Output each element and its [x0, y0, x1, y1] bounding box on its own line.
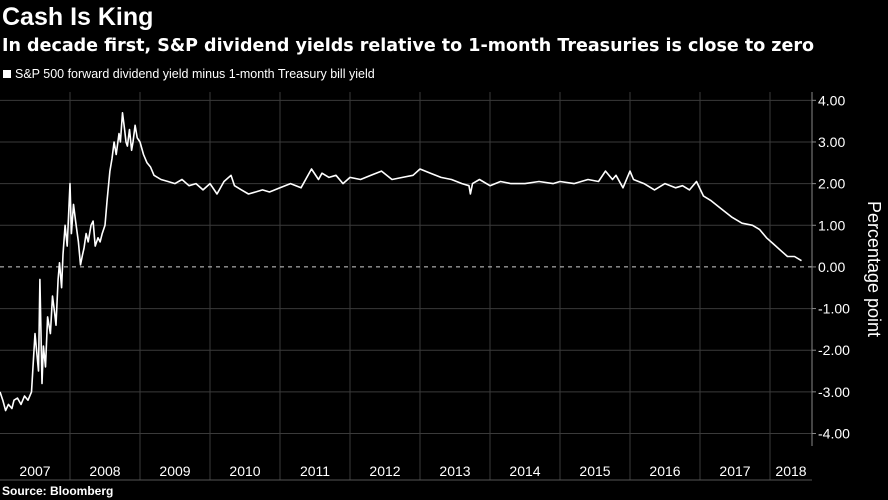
- y-tick-label: 0.00: [818, 259, 845, 275]
- y-tick-label: 2.00: [818, 176, 845, 192]
- chart-title: Cash Is King: [2, 3, 154, 31]
- x-tick-label: 2011: [300, 463, 330, 479]
- x-tick-label: 2016: [649, 463, 680, 479]
- gridlines: [0, 99, 812, 435]
- x-separators: [69, 92, 771, 480]
- y-axis-title: Percentage point: [864, 201, 884, 337]
- x-tick-label: 2012: [369, 463, 400, 479]
- source-note: Source: Bloomberg: [2, 484, 114, 498]
- y-tick-label: 3.00: [818, 134, 845, 150]
- y-tick-label: -2.00: [818, 342, 850, 358]
- y-tick-label: 1.00: [818, 217, 845, 233]
- y-tick-label: 4.00: [818, 92, 845, 108]
- x-tick-label: 2007: [19, 463, 50, 479]
- x-tick-label: 2015: [579, 463, 610, 479]
- y-tick-label: -1.00: [818, 301, 850, 317]
- x-tick-label: 2014: [509, 463, 540, 479]
- y-tick-label: -4.00: [818, 426, 850, 442]
- x-tick-label: 2010: [229, 463, 260, 479]
- x-tick-label: 2018: [775, 463, 806, 479]
- x-tick-label: 2013: [439, 463, 470, 479]
- x-tick-label: 2008: [89, 463, 120, 479]
- x-axis: 2007 2008 2009 2010 2011 2012 2013 2014 2015 2016…: [0, 463, 812, 481]
- series-line: [0, 112, 802, 412]
- x-tick-label: 2017: [719, 463, 750, 479]
- legend-swatch: [3, 70, 11, 78]
- chart-subtitle: In decade first, S&P dividend yields rel…: [2, 36, 815, 56]
- legend-label: S&P 500 forward dividend yield minus 1-m…: [15, 67, 375, 81]
- x-tick-label: 2009: [159, 463, 190, 479]
- legend: S&P 500 forward dividend yield minus 1-m…: [3, 66, 375, 82]
- y-axis: 4.00 3.00 2.00 1.00 0.00 -1.00 -2.00 -3.00 -4.00: [811, 92, 850, 446]
- y-tick-label: -3.00: [818, 384, 850, 400]
